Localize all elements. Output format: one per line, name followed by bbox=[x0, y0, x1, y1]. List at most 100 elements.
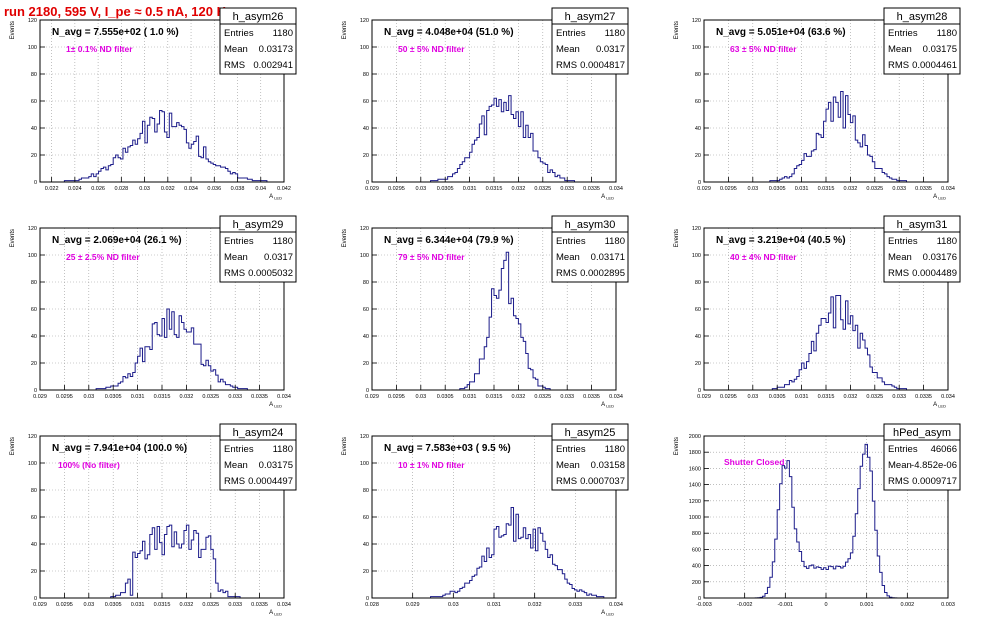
x-tick-label: 0.0335 bbox=[915, 186, 932, 192]
y-tick-label: 120 bbox=[360, 226, 369, 232]
stats-value: 1180 bbox=[605, 28, 625, 39]
y-tick-label: 600 bbox=[692, 547, 701, 553]
stats-box bbox=[883, 231, 961, 283]
x-tick-label: 0.029 bbox=[365, 394, 379, 400]
y-tick-label: 80 bbox=[363, 488, 369, 494]
y-tick-label: 0 bbox=[366, 388, 369, 394]
y-axis-label: Events bbox=[342, 229, 348, 247]
stats-value: 0.002941 bbox=[253, 60, 293, 71]
y-tick-label: 80 bbox=[363, 280, 369, 286]
stats-value: 1180 bbox=[937, 28, 957, 39]
x-axis-label: A LED bbox=[933, 194, 946, 201]
x-tick-label: 0.029 bbox=[33, 394, 47, 400]
x-tick-label: 0.04 bbox=[255, 186, 266, 192]
x-tick-label: 0.0315 bbox=[486, 394, 503, 400]
stats-key: Mean bbox=[556, 460, 580, 471]
filter-label: 40 ± 4% ND filter bbox=[730, 252, 797, 262]
stats-box bbox=[551, 439, 629, 491]
histogram-panel-h_asym24: 0.029 0.0295 0.03 0.0305 0.031 0.0315 0.032 0.0… bbox=[10, 423, 297, 617]
x-tick-label: 0.031 bbox=[463, 186, 477, 192]
x-tick-label: 0.0315 bbox=[818, 186, 835, 192]
histogram-name: h_asym24 bbox=[233, 427, 284, 439]
x-tick-label: 0.0315 bbox=[486, 186, 503, 192]
y-tick-label: 0 bbox=[366, 180, 369, 186]
y-tick-label: 0 bbox=[34, 388, 37, 394]
x-tick-label: 0.034 bbox=[277, 602, 291, 608]
y-tick-label: 100 bbox=[28, 253, 37, 259]
stats-key: Entries bbox=[556, 236, 586, 247]
y-tick-label: 1000 bbox=[689, 515, 701, 521]
x-tick-label: 0.0325 bbox=[202, 394, 219, 400]
y-axis-label: Events bbox=[10, 229, 16, 247]
histogram-series-hPed_asym bbox=[704, 443, 948, 599]
x-tick-label: 0.0295 bbox=[388, 394, 405, 400]
x-tick-label: 0.0325 bbox=[202, 602, 219, 608]
stats-box bbox=[551, 231, 629, 283]
y-tick-label: 2000 bbox=[689, 434, 701, 440]
y-tick-label: 60 bbox=[31, 515, 37, 521]
x-tick-label: 0.033 bbox=[568, 602, 582, 608]
y-tick-label: 0 bbox=[366, 596, 369, 602]
x-axis-label: A LED bbox=[601, 194, 614, 201]
filter-label: 100% (No filter) bbox=[58, 460, 120, 470]
x-axis-label: A LED bbox=[269, 610, 282, 617]
y-tick-label: 80 bbox=[31, 72, 37, 78]
stats-value: 1180 bbox=[605, 444, 625, 455]
stats-value: 0.03171 bbox=[591, 252, 625, 263]
x-tick-label: 0.034 bbox=[277, 394, 291, 400]
stats-box bbox=[883, 23, 961, 75]
x-tick-label: 0.03 bbox=[415, 186, 426, 192]
y-tick-label: 120 bbox=[692, 18, 701, 24]
x-tick-label: 0.0295 bbox=[720, 186, 737, 192]
x-tick-label: 0.042 bbox=[277, 186, 291, 192]
x-tick-label: 0.03 bbox=[83, 394, 94, 400]
stats-value: 0.0004817 bbox=[580, 60, 625, 71]
x-tick-label: 0.0315 bbox=[154, 394, 171, 400]
y-tick-label: 40 bbox=[695, 334, 701, 340]
y-axis-label: Events bbox=[342, 437, 348, 455]
x-tick-label: 0.032 bbox=[180, 602, 194, 608]
stats-value: -4.852e-06 bbox=[911, 460, 957, 471]
stats-key: Entries bbox=[224, 444, 254, 455]
stats-key: Mean bbox=[556, 44, 580, 55]
stats-value: 1180 bbox=[605, 236, 625, 247]
y-tick-label: 80 bbox=[31, 280, 37, 286]
y-tick-label: 120 bbox=[360, 434, 369, 440]
x-tick-label: 0.032 bbox=[844, 186, 858, 192]
y-tick-label: 60 bbox=[31, 307, 37, 313]
y-tick-label: 60 bbox=[363, 307, 369, 313]
x-tick-label: 0.0305 bbox=[105, 602, 122, 608]
x-tick-label: 0.0295 bbox=[388, 186, 405, 192]
x-tick-label: 0.028 bbox=[114, 186, 128, 192]
y-tick-label: 40 bbox=[31, 334, 37, 340]
x-tick-label: 0.0295 bbox=[56, 394, 73, 400]
stats-value: 0.03175 bbox=[259, 460, 293, 471]
x-tick-label: 0.002 bbox=[900, 602, 914, 608]
x-tick-label: 0.031 bbox=[795, 186, 809, 192]
y-tick-label: 1600 bbox=[689, 466, 701, 472]
y-tick-label: 40 bbox=[363, 542, 369, 548]
y-tick-label: 0 bbox=[34, 596, 37, 602]
y-tick-label: 1200 bbox=[689, 499, 701, 505]
x-tick-label: 0.031 bbox=[131, 394, 145, 400]
histogram-name: h_asym30 bbox=[565, 219, 616, 231]
y-tick-label: 100 bbox=[28, 461, 37, 467]
histogram-panel-h_asym31: 0.029 0.0295 0.03 0.0305 0.031 0.0315 0.032 0.0… bbox=[674, 215, 961, 409]
histogram-panel-hPed_asym: -0.003 -0.002 -0.001 0 0.001 0.002 0.003 0 200 40… bbox=[674, 423, 961, 608]
y-tick-label: 20 bbox=[31, 361, 37, 367]
y-tick-label: 100 bbox=[692, 253, 701, 259]
navg-label: N_avg = 4.048e+04 (51.0 %) bbox=[384, 27, 514, 38]
x-tick-label: -0.002 bbox=[737, 602, 753, 608]
stats-box bbox=[551, 23, 629, 75]
x-tick-label: 0.034 bbox=[941, 186, 955, 192]
histogram-series-h_asym27 bbox=[372, 95, 616, 183]
stats-key: Entries bbox=[556, 28, 586, 39]
histogram-series-h_asym24 bbox=[40, 524, 284, 599]
y-tick-label: 20 bbox=[31, 153, 37, 159]
stats-key: RMS bbox=[888, 60, 909, 71]
stats-key: Mean bbox=[888, 44, 912, 55]
histogram-panel-h_asym30: 0.029 0.0295 0.03 0.0305 0.031 0.0315 0.032 0.0… bbox=[342, 215, 629, 409]
filter-label: 10 ± 1% ND filter bbox=[398, 460, 465, 470]
y-tick-label: 20 bbox=[363, 361, 369, 367]
stats-value: 0.0009717 bbox=[912, 476, 957, 487]
